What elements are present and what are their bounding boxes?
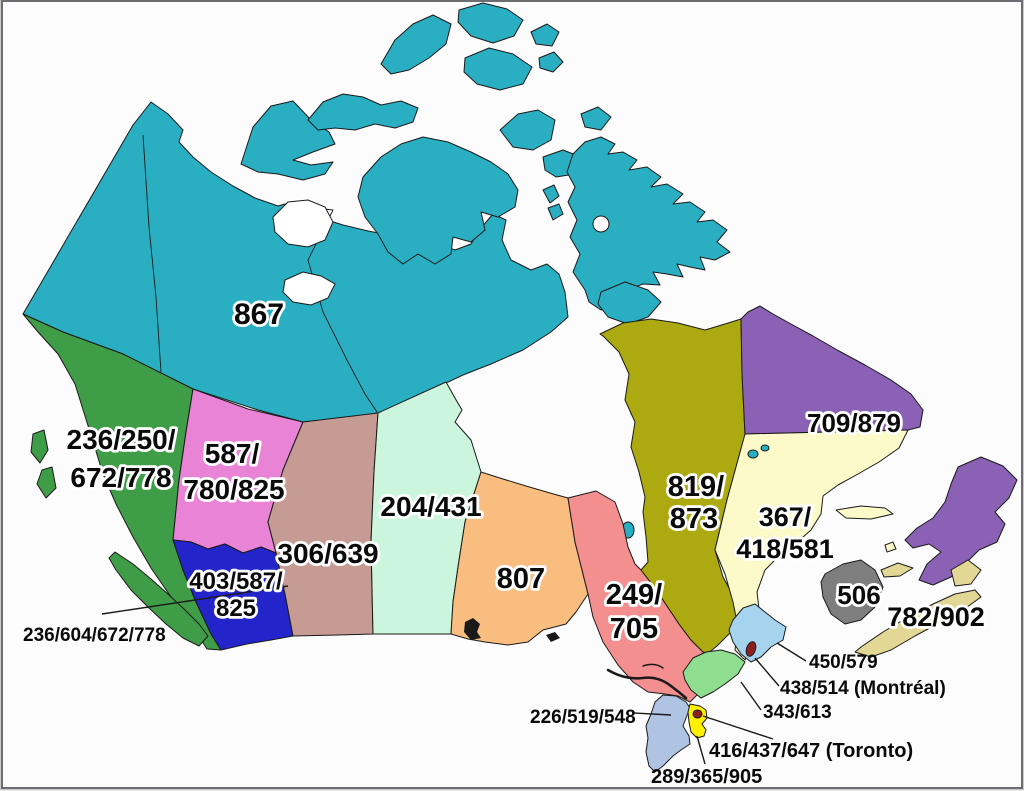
region-newfoundland-island[interactable] — [904, 456, 1018, 586]
arctic-island-small-3[interactable] — [542, 184, 560, 204]
label-quebec-west-line2: 873 — [670, 503, 718, 535]
victoria-island[interactable] — [357, 136, 519, 265]
cornwallis-island[interactable] — [530, 23, 560, 47]
anticosti-island[interactable] — [835, 505, 894, 520]
region-ontario-northwest[interactable] — [450, 471, 589, 646]
quebec-lake-1 — [747, 449, 759, 459]
label-alberta-south-line2: 825 — [216, 595, 256, 622]
callout-label-montreal: 438/514 (Montréal) — [780, 678, 946, 699]
prince-of-wales-island[interactable] — [499, 109, 556, 151]
label-newfoundland-labrador: 709/879 — [807, 408, 901, 438]
callout-label-ontario-southwest: 226/519/548 — [530, 707, 636, 728]
label-manitoba: 204/431 — [380, 491, 481, 522]
southampton-island[interactable] — [597, 281, 662, 325]
region-montreal-dot[interactable] — [744, 640, 757, 657]
label-saskatchewan: 306/639 — [277, 538, 378, 569]
nova-scotia-mainland[interactable] — [854, 589, 982, 658]
label-territories: 867 — [234, 298, 284, 331]
nwt-nunavut-border — [284, 203, 378, 413]
lake-of-the-woods — [464, 618, 481, 640]
callout-line-montreal-area — [776, 642, 807, 662]
region-nova-scotia-pei[interactable] — [854, 559, 982, 658]
callout-label-golden-horseshoe: 289/365/905 — [651, 766, 762, 787]
arctic-island-small-2[interactable] — [580, 106, 612, 131]
callout-label-bc-lower-mainland: 236/604/672/778 — [23, 625, 166, 646]
cape-breton-island[interactable] — [950, 559, 982, 587]
region-quebec-east[interactable] — [714, 429, 909, 661]
north-channel-shoreline — [642, 663, 664, 669]
bathurst-island[interactable] — [463, 47, 533, 91]
label-bc-line2: 672/778 — [70, 462, 171, 493]
melville-island[interactable] — [307, 93, 419, 131]
callout-line-ontario-southwest — [633, 712, 672, 716]
label-ontario-northwest: 807 — [497, 563, 545, 595]
label-alberta-line1: 587/ — [205, 438, 260, 469]
arctic-island-north-1[interactable] — [457, 2, 524, 44]
prince-edward-island[interactable] — [880, 562, 914, 578]
callout-line-golden-horseshoe — [696, 735, 706, 765]
region-montreal-area[interactable] — [728, 603, 787, 663]
arctic-island-small-1[interactable] — [538, 51, 564, 73]
callout-label-ontario-east: 343/613 — [763, 702, 832, 723]
label-new-brunswick: 506 — [837, 580, 880, 610]
baffin-island[interactable] — [566, 136, 731, 311]
region-quebec-west[interactable] — [599, 318, 746, 655]
label-quebec-west-line1: 819/ — [668, 471, 724, 503]
region-british-columbia[interactable] — [22, 313, 222, 651]
region-golden-horseshoe[interactable] — [687, 703, 708, 739]
label-quebec-east-line2: 418/581 — [736, 534, 834, 564]
haida-gwaii-north[interactable] — [30, 429, 49, 464]
magdalen-islands[interactable] — [884, 541, 897, 553]
callout-line-ontario-east — [740, 681, 762, 711]
arctic-island-small-4[interactable] — [547, 203, 564, 221]
great-bear-lake — [272, 199, 334, 248]
label-alberta-south-line1: 403/587/ — [189, 568, 283, 595]
haida-gwaii-south[interactable] — [36, 466, 57, 499]
callout-line-montreal — [754, 657, 780, 687]
lake-superior-islands — [546, 632, 560, 642]
prince-patrick-island[interactable] — [380, 14, 452, 75]
georgian-bay-shoreline — [606, 668, 688, 700]
label-alberta-line2: 780/825 — [183, 474, 284, 505]
label-nova-scotia-pei: 782/902 — [887, 602, 985, 632]
region-new-brunswick[interactable] — [820, 559, 884, 625]
quebec-lake-2 — [760, 444, 770, 452]
region-ontario-southwest[interactable] — [645, 694, 691, 773]
vancouver-island[interactable] — [108, 551, 209, 647]
label-ontario-northeast-line2: 705 — [610, 613, 658, 645]
great-slave-lake — [282, 271, 336, 306]
canada-area-code-map: 867 236/250/ 672/778 587/ 780/825 403/58… — [22, 2, 1018, 787]
callout-line-bc-lower-mainland — [101, 585, 289, 615]
yukon-nwt-border — [142, 134, 162, 373]
label-ontario-northeast-line1: 249/ — [606, 579, 662, 611]
callout-line-toronto — [702, 715, 774, 740]
callout-label-toronto: 416/437/647 (Toronto) — [709, 740, 913, 762]
callout-label-montreal-area: 450/579 — [809, 652, 878, 673]
baffin-lake — [592, 215, 610, 233]
label-bc-line1: 236/250/ — [67, 424, 176, 455]
label-quebec-east-line1: 367/ — [759, 502, 812, 532]
region-ontario-east[interactable] — [682, 649, 746, 699]
region-toronto-dot[interactable] — [692, 709, 703, 719]
